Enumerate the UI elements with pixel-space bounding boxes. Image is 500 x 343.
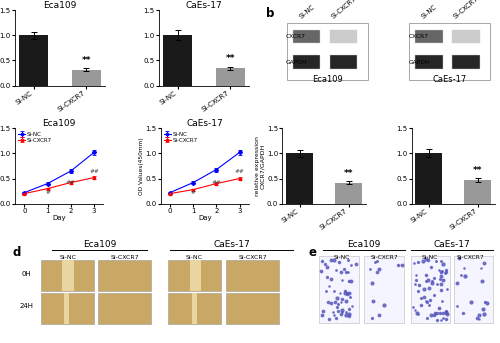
Text: Si-CXCR7: Si-CXCR7: [457, 255, 484, 260]
Text: CaEs-17: CaEs-17: [434, 240, 470, 249]
Bar: [454, 257, 493, 323]
Text: d: d: [12, 246, 20, 259]
Text: Si-CXCR7: Si-CXCR7: [452, 0, 479, 20]
Bar: [335, 182, 362, 204]
Text: 0H: 0H: [22, 271, 32, 277]
Bar: [98, 293, 151, 324]
Y-axis label: OD Values(450mm): OD Values(450mm): [139, 137, 144, 195]
Text: 24H: 24H: [20, 303, 34, 309]
Text: Eca109: Eca109: [312, 75, 343, 84]
Bar: [364, 257, 404, 323]
Text: GAPDH: GAPDH: [286, 60, 308, 65]
Bar: [19, 35, 48, 86]
Bar: [72, 70, 101, 86]
Text: ##: ##: [66, 180, 76, 185]
Bar: [320, 257, 359, 323]
Title: CaEs-17: CaEs-17: [186, 119, 223, 128]
Text: Si-NC: Si-NC: [298, 4, 316, 20]
Text: e: e: [308, 246, 316, 259]
Bar: [168, 293, 222, 324]
Text: Si-NC: Si-NC: [422, 255, 438, 260]
Text: CaEs-17: CaEs-17: [213, 240, 250, 249]
Bar: [416, 30, 442, 44]
Bar: [293, 30, 320, 44]
Text: **: **: [473, 166, 482, 175]
Text: Si-NC: Si-NC: [420, 4, 438, 20]
Bar: [98, 260, 151, 291]
Text: CXCR7: CXCR7: [408, 34, 428, 39]
Legend: Si-NC, Si-CXCR7: Si-NC, Si-CXCR7: [164, 131, 198, 143]
Text: Si-NC: Si-NC: [186, 255, 202, 260]
Bar: [409, 23, 490, 80]
Text: **: **: [226, 55, 235, 63]
Bar: [416, 56, 442, 69]
Bar: [464, 180, 491, 204]
Title: Eca109: Eca109: [42, 119, 76, 128]
Bar: [287, 23, 368, 80]
X-axis label: Day: Day: [52, 215, 66, 221]
Text: #: #: [190, 190, 196, 194]
Bar: [330, 30, 357, 44]
Bar: [163, 35, 192, 86]
Text: Si-NC: Si-NC: [60, 255, 76, 260]
Bar: [452, 56, 479, 69]
Bar: [286, 153, 313, 204]
Bar: [416, 153, 442, 204]
Bar: [226, 293, 279, 324]
Text: #: #: [45, 190, 50, 194]
Text: CXCR7: CXCR7: [286, 34, 306, 39]
Title: CaEs-17: CaEs-17: [186, 0, 222, 10]
Text: Eca109: Eca109: [348, 240, 381, 249]
Text: ##: ##: [212, 180, 221, 185]
Bar: [192, 293, 197, 324]
Text: GAPDH: GAPDH: [408, 60, 430, 65]
Bar: [226, 260, 279, 291]
Bar: [64, 293, 70, 324]
Bar: [330, 56, 357, 69]
Text: Si-CXCR7: Si-CXCR7: [330, 0, 357, 20]
Bar: [41, 260, 94, 291]
X-axis label: Day: Day: [198, 215, 211, 221]
Bar: [190, 260, 202, 291]
Bar: [411, 257, 450, 323]
Bar: [293, 56, 320, 69]
Bar: [168, 260, 222, 291]
Text: Si-CXCR7: Si-CXCR7: [371, 255, 398, 260]
Bar: [452, 30, 479, 44]
Bar: [216, 68, 245, 86]
Bar: [41, 293, 94, 324]
Text: Si-NC: Si-NC: [334, 255, 350, 260]
Legend: Si-NC, Si-CXCR7: Si-NC, Si-CXCR7: [18, 131, 52, 143]
Text: ##: ##: [234, 169, 244, 174]
Text: b: b: [266, 7, 274, 20]
Text: CaEs-17: CaEs-17: [432, 75, 467, 84]
Text: Si-CXCR7: Si-CXCR7: [111, 255, 140, 260]
Text: Eca109: Eca109: [83, 240, 116, 249]
Y-axis label: relative expression
CXCR7/GAPDH: relative expression CXCR7/GAPDH: [255, 136, 266, 196]
Text: ##: ##: [89, 168, 99, 174]
Title: Eca109: Eca109: [44, 0, 76, 10]
Text: Si-CXCR7: Si-CXCR7: [238, 255, 268, 260]
Text: **: **: [344, 169, 354, 178]
Bar: [62, 260, 74, 291]
Text: **: **: [82, 56, 91, 65]
